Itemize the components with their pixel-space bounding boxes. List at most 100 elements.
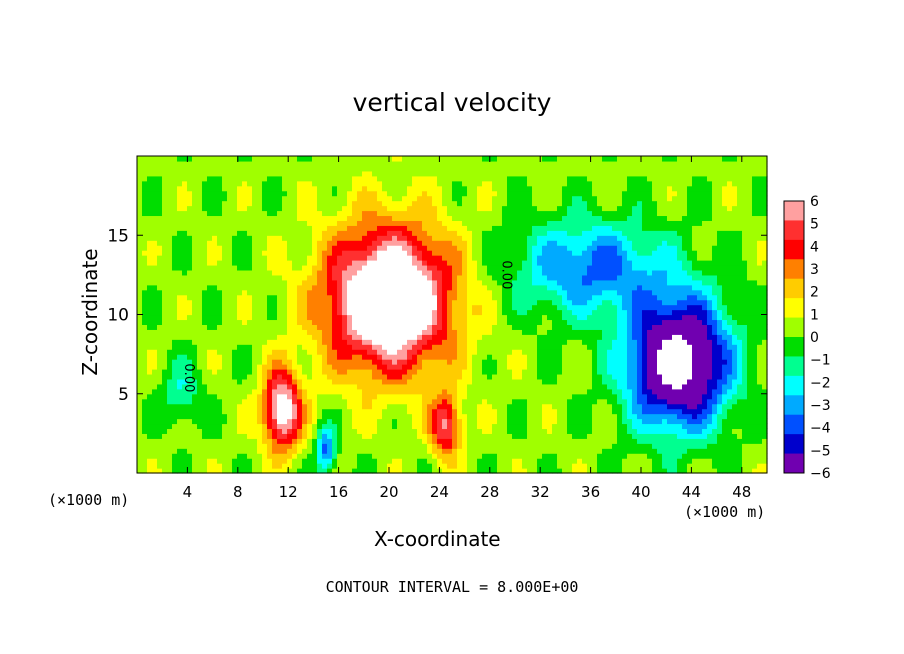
field-cell <box>267 250 273 256</box>
field-cell <box>307 468 313 474</box>
field-cell <box>162 235 168 241</box>
field-cell <box>207 175 213 182</box>
field-cell <box>222 170 228 177</box>
field-cell <box>287 334 293 340</box>
field-cell <box>157 378 163 385</box>
field-cell <box>362 413 368 420</box>
field-cell <box>197 195 203 202</box>
field-cell <box>147 200 153 207</box>
field-cell <box>142 294 148 301</box>
field-cell <box>392 368 398 375</box>
field-cell <box>487 324 493 330</box>
field-cell <box>427 339 433 345</box>
field-cell <box>267 289 273 296</box>
field-cell <box>272 463 278 469</box>
field-cell <box>242 294 248 301</box>
field-cell <box>237 255 243 261</box>
field-cell <box>202 393 208 400</box>
field-cell <box>227 324 233 330</box>
field-cell <box>252 339 258 345</box>
field-cell <box>502 408 508 415</box>
field-cell <box>137 279 143 286</box>
field-cell <box>172 468 178 474</box>
field-cell <box>277 349 283 355</box>
field-cell <box>252 255 258 261</box>
field-cell <box>252 458 258 464</box>
field-cell <box>287 230 293 236</box>
field-cell <box>222 200 228 207</box>
field-cell <box>452 170 458 177</box>
field-cell <box>182 378 188 385</box>
field-cell <box>222 403 228 410</box>
field-cell <box>497 190 503 197</box>
field-cell <box>517 170 523 177</box>
field-cell <box>447 195 453 202</box>
field-cell <box>222 284 228 291</box>
field-cell <box>357 215 363 221</box>
field-cell <box>497 378 503 385</box>
field-cell <box>422 230 428 236</box>
field-cell <box>322 289 328 296</box>
field-cell <box>237 433 243 439</box>
field-cell <box>347 279 353 286</box>
field-cell <box>292 220 298 226</box>
field-cell <box>257 175 263 182</box>
field-cell <box>222 354 228 360</box>
field-cell <box>432 269 438 276</box>
field-cell <box>442 294 448 301</box>
field-cell <box>252 200 258 207</box>
field-cell <box>187 393 193 400</box>
field-cell <box>227 279 233 286</box>
field-cell <box>237 289 243 296</box>
field-cell <box>467 448 473 454</box>
field-cell <box>422 418 428 425</box>
field-cell <box>207 398 213 405</box>
field-cell <box>452 359 458 365</box>
field-cell <box>472 240 478 246</box>
field-cell <box>182 398 188 405</box>
field-cell <box>282 289 288 296</box>
field-cell <box>232 398 238 405</box>
field-cell <box>262 368 268 375</box>
field-cell <box>297 225 303 231</box>
field-cell <box>497 359 503 365</box>
field-cell <box>407 200 413 207</box>
field-cell <box>382 378 388 385</box>
field-cell <box>207 433 213 439</box>
field-cell <box>447 319 453 325</box>
field-cell <box>177 185 183 192</box>
field-cell <box>247 235 253 241</box>
field-cell <box>137 299 143 306</box>
field-cell <box>352 294 358 301</box>
field-cell <box>172 403 178 410</box>
field-cell <box>387 398 393 405</box>
field-cell <box>227 398 233 405</box>
field-cell <box>192 319 198 325</box>
field-cell <box>347 190 353 197</box>
field-cell <box>177 274 183 281</box>
field-cell <box>277 428 283 434</box>
field-cell <box>137 349 143 355</box>
field-cell <box>147 349 153 355</box>
field-cell <box>302 408 308 415</box>
field-cell <box>332 195 338 202</box>
field-cell <box>367 383 373 390</box>
field-cell <box>467 205 473 212</box>
field-cell <box>407 274 413 281</box>
field-cell <box>462 156 468 162</box>
field-cell <box>282 284 288 291</box>
field-cell <box>357 344 363 350</box>
field-cell <box>237 284 243 291</box>
field-cell <box>227 284 233 291</box>
field-cell <box>407 294 413 301</box>
field-cell <box>382 458 388 464</box>
field-cell <box>217 304 223 311</box>
field-cell <box>237 264 243 271</box>
field-cell <box>182 225 188 231</box>
field-cell <box>482 299 488 306</box>
field-cell <box>392 264 398 271</box>
field-cell <box>467 245 473 251</box>
field-cell <box>422 235 428 241</box>
field-cell <box>432 334 438 340</box>
field-cell <box>357 334 363 340</box>
